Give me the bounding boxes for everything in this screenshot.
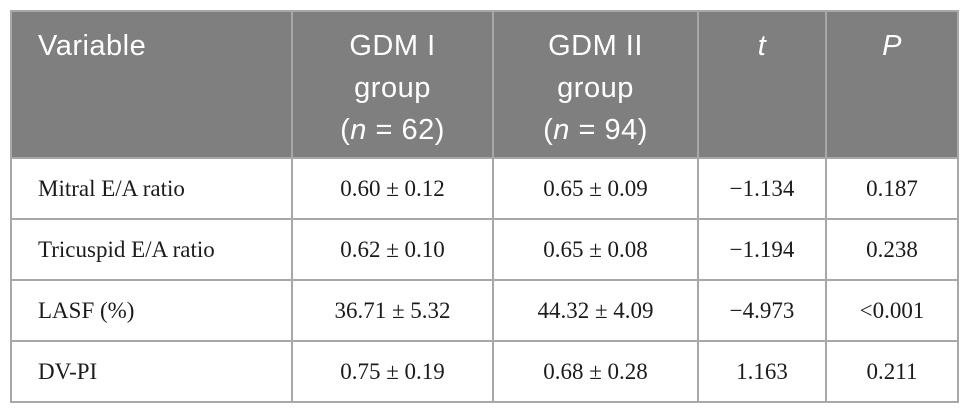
- cell-p: <0.001: [825, 279, 959, 342]
- header-row: Variable GDM I group (n = 62) GDM II gro…: [10, 10, 959, 159]
- header-cell-variable: Variable: [10, 10, 293, 159]
- cell-variable: LASF (%): [10, 279, 293, 342]
- table-row: DV-PI 0.75 ± 0.19 0.68 ± 0.28 1.163 0.21…: [10, 340, 959, 403]
- cell-gdm2: 0.65 ± 0.08: [492, 218, 699, 281]
- header-label-gdm2-line2: group: [557, 72, 634, 105]
- table-header: Variable GDM I group (n = 62) GDM II gro…: [10, 10, 959, 159]
- cell-gdm2: 0.65 ± 0.09: [492, 157, 699, 220]
- table-row: LASF (%) 36.71 ± 5.32 44.32 ± 4.09 −4.97…: [10, 279, 959, 342]
- cell-variable: Tricuspid E/A ratio: [10, 218, 293, 281]
- header-label-gdm2-line1: GDM II: [548, 30, 643, 62]
- cell-t: −4.973: [697, 279, 827, 342]
- cell-t: 1.163: [697, 340, 827, 403]
- header-label-variable: Variable: [38, 30, 147, 62]
- header-label-p: P: [882, 30, 902, 62]
- cell-gdm2: 44.32 ± 4.09: [492, 279, 699, 342]
- cell-gdm2: 0.68 ± 0.28: [492, 340, 699, 403]
- header-label-gdm1-n: (n = 62): [340, 114, 445, 147]
- table-body: Mitral E/A ratio 0.60 ± 0.12 0.65 ± 0.09…: [10, 157, 959, 403]
- header-label-t: t: [757, 30, 767, 62]
- cell-gdm1: 0.75 ± 0.19: [291, 340, 494, 403]
- header-cell-gdm1: GDM I group (n = 62): [291, 10, 494, 159]
- header-cell-p: P: [825, 10, 959, 159]
- table-row: Tricuspid E/A ratio 0.62 ± 0.10 0.65 ± 0…: [10, 218, 959, 281]
- cell-t: −1.134: [697, 157, 827, 220]
- header-cell-gdm2: GDM II group (n = 94): [492, 10, 699, 159]
- cell-t: −1.194: [697, 218, 827, 281]
- header-label-gdm1-line2: group: [354, 72, 431, 105]
- header-label-gdm1-line1: GDM I: [349, 30, 436, 62]
- cell-gdm1: 0.62 ± 0.10: [291, 218, 494, 281]
- cell-variable: Mitral E/A ratio: [10, 157, 293, 220]
- header-label-gdm2-n: (n = 94): [543, 114, 648, 147]
- cell-p: 0.187: [825, 157, 959, 220]
- cell-variable: DV-PI: [10, 340, 293, 403]
- cell-gdm1: 36.71 ± 5.32: [291, 279, 494, 342]
- cell-p: 0.211: [825, 340, 959, 403]
- group-comparison-table: Variable GDM I group (n = 62) GDM II gro…: [10, 10, 959, 403]
- cell-p: 0.238: [825, 218, 959, 281]
- cell-gdm1: 0.60 ± 0.12: [291, 157, 494, 220]
- header-cell-t: t: [697, 10, 827, 159]
- table-row: Mitral E/A ratio 0.60 ± 0.12 0.65 ± 0.09…: [10, 157, 959, 220]
